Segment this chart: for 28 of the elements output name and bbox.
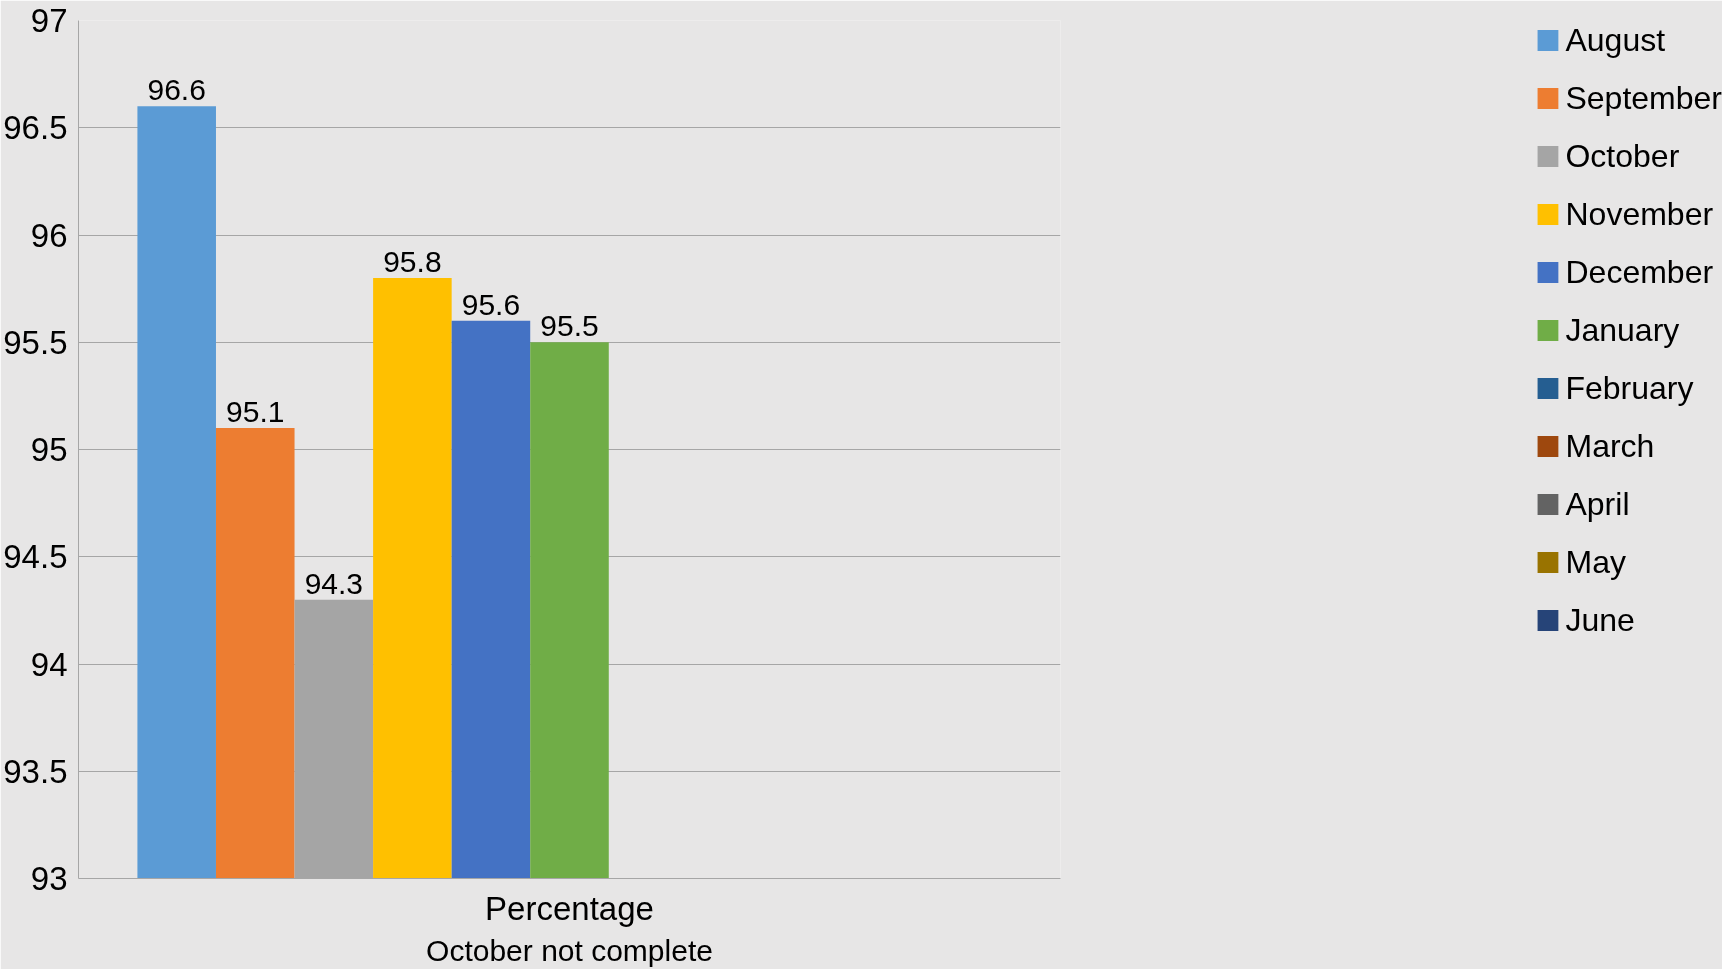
- legend-label: August: [1565, 20, 1666, 60]
- data-label: 95.1: [226, 395, 285, 429]
- data-label: 94.3: [304, 566, 364, 600]
- y-tick-label: 96: [30, 216, 68, 254]
- x-axis-title: October not complete: [426, 933, 713, 967]
- legend-label: February: [1565, 368, 1694, 408]
- legend-label: September: [1565, 78, 1722, 118]
- y-tick-label: 94.5: [3, 538, 68, 576]
- legend-label: May: [1565, 542, 1626, 582]
- legend-label: April: [1565, 484, 1630, 524]
- legend-label: October: [1565, 136, 1680, 176]
- y-tick-label: 93: [30, 860, 68, 897]
- y-tick-label: 95.5: [3, 323, 68, 361]
- data-label: 95.5: [540, 309, 599, 343]
- legend-label: November: [1565, 194, 1714, 234]
- data-label: 95.6: [461, 287, 521, 321]
- y-tick-label: 95: [30, 431, 68, 468]
- y-tick-label: 93.5: [3, 752, 68, 790]
- data-label: 95.8: [383, 244, 442, 278]
- y-tick-label: 94: [30, 645, 68, 683]
- legend-label: January: [1565, 310, 1680, 350]
- y-tick-label: 97: [30, 2, 68, 39]
- legend-label: June: [1565, 600, 1635, 640]
- x-tick-label: Percentage: [485, 889, 654, 927]
- data-label: 96.6: [147, 73, 206, 107]
- legend-label: March: [1565, 426, 1655, 466]
- y-tick-label: 96.5: [3, 109, 68, 147]
- legend-label: December: [1565, 252, 1714, 292]
